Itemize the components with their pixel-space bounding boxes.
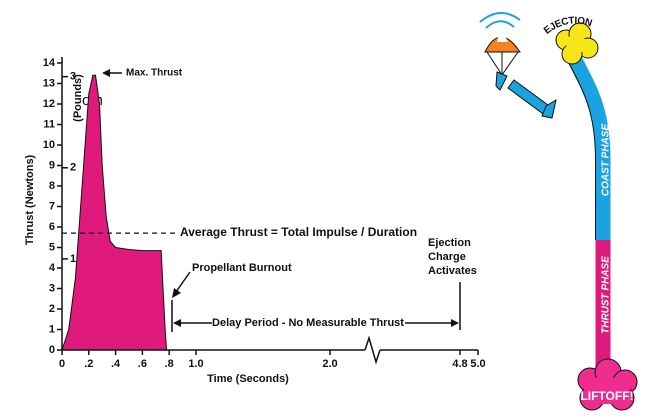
axis-break (364, 335, 381, 365)
coast-trail (568, 56, 611, 240)
annotation: Delay Period - No Measurable Thrust (212, 317, 404, 329)
y-tick-label: 4 (49, 262, 56, 274)
y2-axis-label: (Pounds) (72, 74, 84, 122)
y-tick-label: 1 (49, 323, 55, 335)
nose-cone (495, 71, 508, 91)
liftoff-label: LIFTOFF! (580, 389, 633, 403)
y-tick-label: 0 (49, 344, 55, 356)
x-tick-label: 0 (59, 358, 65, 370)
y-tick-label: 11 (43, 118, 55, 130)
parachute-stripe (497, 33, 508, 42)
y-tick-label: 2 (49, 303, 55, 315)
arrow-head (102, 69, 110, 77)
x-tick-label: .4 (111, 358, 121, 370)
rocket-fin (541, 98, 557, 119)
y-tick-label: 3 (49, 282, 55, 294)
y2-tick-label: 2 (70, 162, 76, 174)
x-tick-label: 1.0 (188, 358, 203, 370)
y2-tick-label: 3 (70, 71, 76, 83)
thrust-label: THRUST PHASE (601, 256, 612, 334)
y-tick-label: 9 (49, 159, 55, 171)
y2-tick-label: 1 (70, 253, 76, 265)
x-tick-label: .2 (84, 358, 93, 370)
y-axis-label: Thrust (Newtons) (24, 154, 36, 245)
arrow-head (172, 288, 181, 298)
x-tick-label: 4.8 (452, 358, 467, 370)
x-tick-label: 2.0 (322, 358, 337, 370)
y-tick-label: 14 (43, 57, 56, 69)
coast-label: COAST PHASE (601, 124, 612, 197)
thrust-curve (61, 74, 168, 351)
x-axis-label: Time (Seconds) (207, 373, 289, 385)
annotation: Propellant Burnout (192, 262, 292, 274)
x-tick-label: 5.0 (470, 358, 485, 370)
y-tick-label: 6 (49, 221, 55, 233)
liftoff-cloud (577, 358, 638, 411)
y-tick-label: 12 (43, 98, 55, 110)
rocket-illustration: LIFTOFF! EJECTION COAST PHASE THRUST PHA… (479, 12, 638, 411)
y-tick-label: 8 (49, 180, 55, 192)
y-tick-label: 10 (43, 139, 55, 151)
arrow-head (451, 319, 459, 327)
ejection-cloud (555, 22, 599, 65)
annotation: Activates (428, 265, 477, 277)
annotation: Charge (428, 251, 466, 263)
trail-outline (567, 59, 596, 240)
motion-lines (479, 12, 521, 29)
y-tick-label: 7 (49, 200, 55, 212)
shroud-lines (486, 51, 519, 76)
annotation: Ejection (428, 237, 471, 249)
x-tick-label: .8 (165, 358, 174, 370)
y-tick-label: 13 (43, 77, 55, 89)
annotation: Average Thrust = Total Impulse / Duratio… (180, 225, 417, 239)
arrow-head (173, 319, 181, 327)
y-tick-label: 5 (49, 241, 55, 253)
arrow (175, 271, 191, 293)
annotation: Max. Thrust (126, 68, 183, 79)
x-tick-label: .6 (138, 358, 147, 370)
